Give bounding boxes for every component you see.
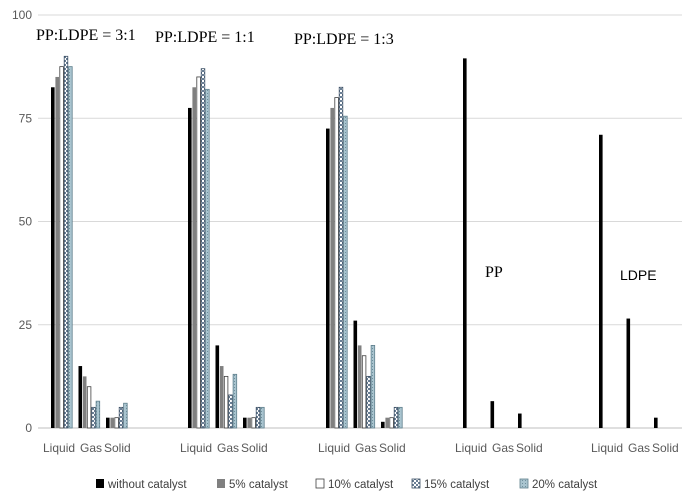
bar-15-catalyst [366, 375, 371, 429]
bar-without-catalyst [518, 413, 522, 428]
bar-20-catalyst [370, 344, 376, 429]
bar-10-catalyst [334, 97, 339, 429]
category-label: Liquid [455, 441, 487, 455]
category-label: Liquid [180, 441, 212, 455]
bar-20-catalyst [123, 402, 128, 429]
bar-10-catalyst [251, 417, 256, 429]
bar-10-catalyst [86, 386, 92, 429]
gridlines [38, 14, 682, 429]
bar-5-catalyst [110, 417, 114, 428]
category-label: Gas [80, 441, 102, 455]
bar-10-catalyst [59, 66, 64, 429]
bar-without-catalyst [243, 417, 247, 428]
legend-swatch [315, 478, 325, 489]
bar-10-catalyst [361, 355, 367, 429]
bar-without-catalyst [654, 417, 658, 428]
y-tick-label: 75 [19, 111, 33, 125]
bar-15-catalyst [338, 86, 344, 429]
category-label: Solid [379, 441, 406, 455]
legend-swatch [217, 479, 225, 488]
bar-without-catalyst [381, 421, 385, 428]
bar-15-catalyst [91, 406, 96, 429]
category-label: Solid [652, 441, 679, 455]
bar-15-catalyst [63, 55, 69, 429]
bar-5-catalyst [192, 87, 196, 429]
legend-swatch [519, 478, 529, 489]
y-tick-label: 0 [25, 421, 32, 435]
bar-without-catalyst [599, 134, 603, 428]
bar-5-catalyst [247, 417, 251, 428]
bar-10-catalyst [389, 417, 394, 429]
legend-item: 5% catalyst [217, 479, 289, 491]
bar-20-catalyst [205, 88, 210, 429]
bar-15-catalyst [228, 394, 233, 429]
bar-15-catalyst [200, 68, 206, 429]
legend: without catalyst 5% catalyst 10% catalyst 1… [96, 478, 598, 491]
bar-without-catalyst [188, 107, 192, 429]
bar-20-catalyst [68, 66, 73, 429]
legend-item: 15% catalyst [411, 478, 490, 491]
category-label: Gas [217, 441, 239, 455]
category-label: Gas [628, 441, 650, 455]
bar-10-catalyst [223, 375, 229, 429]
legend-label: 20% catalyst [532, 479, 598, 491]
category-label: Liquid [591, 441, 623, 455]
x-axis: Liquid Gas Solid Liquid Gas Solid Liquid Gas Sol… [43, 441, 679, 455]
group-annotation: LDPE [620, 267, 657, 283]
bar-without-catalyst [326, 128, 330, 428]
bar-15-catalyst [393, 406, 399, 429]
bar-5-catalyst [82, 376, 87, 428]
y-axis: 0 25 50 75 100 [12, 8, 32, 435]
category-label: Solid [104, 441, 131, 455]
legend-swatch [411, 478, 421, 489]
bar-10-catalyst [196, 76, 201, 429]
bar-5-catalyst [55, 76, 59, 428]
legend-item: without catalyst [96, 479, 187, 491]
category-label: Gas [492, 441, 514, 455]
bar-20-catalyst [95, 400, 101, 429]
bar-15-catalyst [118, 406, 124, 429]
bar-20-catalyst [232, 373, 238, 429]
group-annotation: PP [485, 264, 503, 281]
bar-10-catalyst [114, 417, 119, 429]
legend-label: without catalyst [107, 479, 187, 491]
y-tick-label: 50 [19, 215, 33, 229]
bar-without-catalyst [463, 58, 467, 429]
bar-without-catalyst [78, 366, 83, 428]
bar-15-catalyst [255, 406, 261, 429]
bar-without-catalyst [626, 318, 631, 428]
bar-without-catalyst [51, 87, 55, 429]
bar-5-catalyst [330, 107, 334, 429]
bar-20-catalyst [343, 115, 348, 429]
bar-without-catalyst [490, 401, 495, 428]
legend-item: 10% catalyst [315, 478, 394, 491]
plot-area [51, 55, 658, 429]
group-annotation: PP:LDPE = 1:1 [155, 29, 255, 46]
legend-label: 5% catalyst [229, 479, 289, 491]
category-label: Liquid [318, 441, 350, 455]
bar-20-catalyst [260, 406, 265, 429]
annotations: PP:LDPE = 3:1 PP:LDPE = 1:1 PP:LDPE = 1:3 P… [36, 27, 657, 283]
group-annotation: PP:LDPE = 1:3 [294, 31, 394, 48]
bar-20-catalyst [398, 406, 403, 429]
bar-without-catalyst [106, 417, 110, 428]
category-label: Liquid [43, 441, 75, 455]
y-tick-label: 25 [19, 318, 33, 332]
legend-item: 20% catalyst [519, 478, 598, 491]
bar-without-catalyst [215, 345, 220, 428]
category-label: Solid [241, 441, 268, 455]
legend-label: 10% catalyst [328, 479, 394, 491]
legend-swatch [96, 479, 104, 488]
category-label: Gas [355, 441, 377, 455]
y-tick-label: 100 [12, 8, 32, 22]
category-label: Solid [516, 441, 543, 455]
bar-5-catalyst [357, 345, 362, 428]
legend-label: 15% catalyst [424, 479, 490, 491]
group-annotation: PP:LDPE = 3:1 [36, 27, 136, 44]
bar-5-catalyst [219, 366, 224, 428]
bar-without-catalyst [353, 320, 358, 428]
bar-5-catalyst [385, 417, 389, 428]
